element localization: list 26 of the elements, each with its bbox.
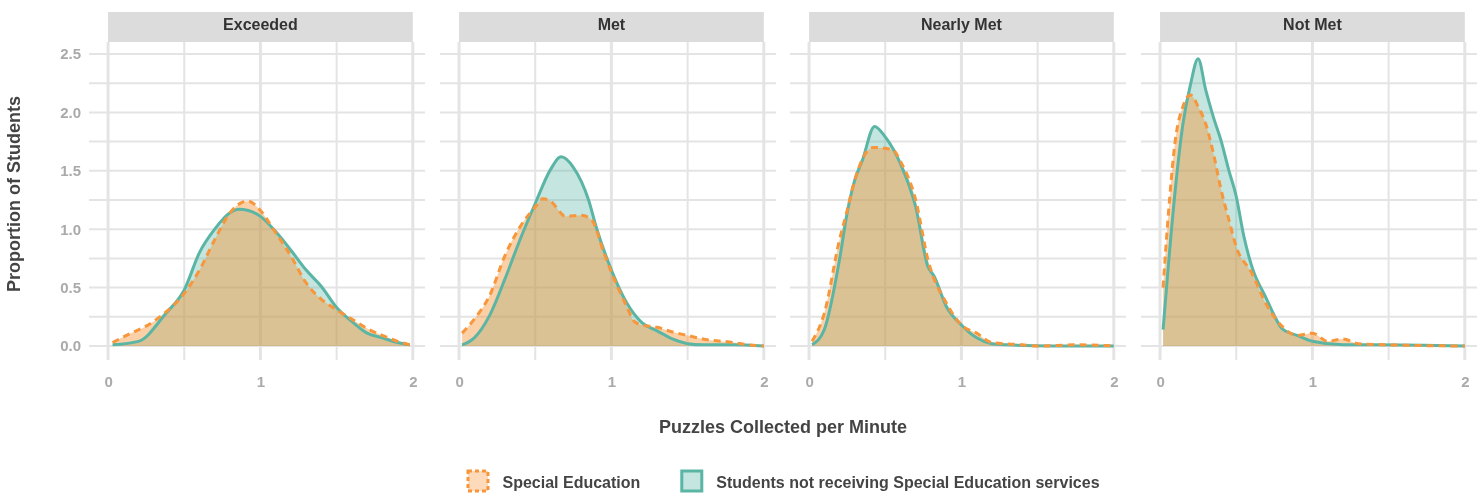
x-tick-label: 2	[1110, 372, 1119, 390]
y-axis-title: Proportion of Students	[4, 96, 24, 292]
x-tick-label: 2	[760, 372, 769, 390]
x-tick-label: 1	[1308, 372, 1318, 390]
y-tick-label: 0.5	[60, 278, 81, 296]
y-tick-label: 1.0	[60, 220, 81, 238]
x-tick-label: 0	[1156, 372, 1165, 390]
x-tick-label: 2	[1461, 372, 1470, 390]
x-axis-title: Puzzles Collected per Minute	[658, 417, 908, 437]
y-tick-label: 2.0	[60, 103, 81, 121]
chart-title: Exceeded	[223, 16, 298, 33]
y-tick-label: 2.5	[60, 45, 81, 63]
y-tick-label: 0.0	[60, 337, 81, 355]
chart-title: Nearly Met	[920, 16, 1003, 33]
x-tick-label: 1	[607, 372, 617, 390]
chart-title: Not Met	[1283, 16, 1343, 33]
x-tick-label: 0	[104, 372, 113, 390]
x-tick-label: 2	[409, 372, 418, 390]
x-tick-label: 0	[455, 372, 464, 390]
x-tick-label: 0	[805, 372, 814, 390]
legend-label: Special Education	[502, 474, 641, 491]
legend-label: Students not receiving Special Education services	[716, 474, 1100, 491]
y-tick-label: 1.5	[60, 162, 81, 180]
x-tick-label: 1	[256, 372, 266, 390]
x-tick-label: 1	[957, 372, 967, 390]
chart-title: Met	[597, 16, 626, 33]
